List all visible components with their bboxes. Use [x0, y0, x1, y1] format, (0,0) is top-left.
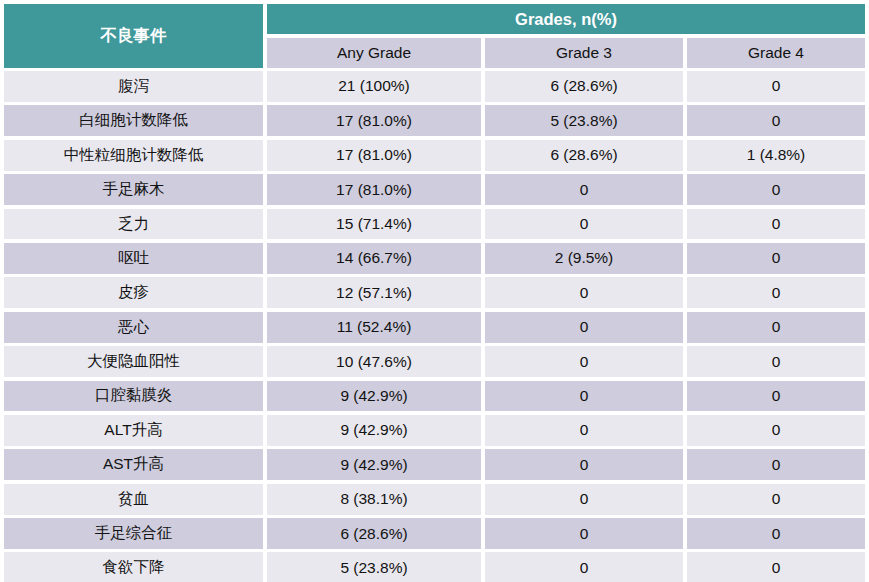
cell-any-grade: 10 (47.6%) [267, 346, 481, 377]
cell-any-grade: 6 (28.6%) [267, 518, 481, 549]
cell-grade4: 0 [687, 209, 865, 240]
cell-grade4: 0 [687, 449, 865, 480]
cell-event: 手足综合征 [4, 518, 263, 549]
cell-grade3: 0 [485, 552, 683, 582]
cell-grade3: 0 [485, 518, 683, 549]
cell-any-grade: 21 (100%) [267, 71, 481, 102]
cell-grade3: 0 [485, 381, 683, 412]
cell-grade4: 0 [687, 71, 865, 102]
cell-any-grade: 9 (42.9%) [267, 415, 481, 446]
cell-any-grade: 17 (81.0%) [267, 174, 481, 205]
cell-event: 白细胞计数降低 [4, 105, 263, 136]
cell-any-grade: 17 (81.0%) [267, 140, 481, 171]
cell-grade3: 0 [485, 174, 683, 205]
cell-grade4: 0 [687, 277, 865, 308]
cell-grade3: 0 [485, 346, 683, 377]
column-header-grades-group: Grades, n(%) [267, 4, 865, 34]
cell-any-grade: 17 (81.0%) [267, 105, 481, 136]
cell-grade4: 0 [687, 174, 865, 205]
cell-grade4: 0 [687, 243, 865, 274]
cell-event: 贫血 [4, 484, 263, 515]
cell-grade4: 0 [687, 415, 865, 446]
column-header-grade3: Grade 3 [485, 38, 683, 68]
cell-event: 腹泻 [4, 71, 263, 102]
cell-any-grade: 11 (52.4%) [267, 312, 481, 343]
cell-grade3: 6 (28.6%) [485, 71, 683, 102]
cell-event: 皮疹 [4, 277, 263, 308]
cell-grade3: 0 [485, 449, 683, 480]
cell-grade4: 0 [687, 381, 865, 412]
cell-any-grade: 8 (38.1%) [267, 484, 481, 515]
cell-any-grade: 9 (42.9%) [267, 449, 481, 480]
cell-grade4: 0 [687, 484, 865, 515]
cell-event: ALT升高 [4, 415, 263, 446]
cell-grade4: 0 [687, 518, 865, 549]
cell-event: 中性粒细胞计数降低 [4, 140, 263, 171]
cell-grade4: 0 [687, 312, 865, 343]
cell-any-grade: 15 (71.4%) [267, 209, 481, 240]
cell-grade3: 0 [485, 415, 683, 446]
column-header-any-grade: Any Grade [267, 38, 481, 68]
cell-event: 乏力 [4, 209, 263, 240]
column-header-adverse-event: 不良事件 [4, 4, 263, 68]
cell-grade3: 0 [485, 312, 683, 343]
column-header-grade4: Grade 4 [687, 38, 865, 68]
cell-grade3: 5 (23.8%) [485, 105, 683, 136]
cell-event: 手足麻木 [4, 174, 263, 205]
cell-grade3: 0 [485, 277, 683, 308]
cell-any-grade: 5 (23.8%) [267, 552, 481, 582]
cell-grade4: 0 [687, 552, 865, 582]
cell-grade4: 1 (4.8%) [687, 140, 865, 171]
cell-event: 大便隐血阳性 [4, 346, 263, 377]
adverse-events-table: 不良事件 Grades, n(%) Any Grade Grade 3 Grad… [4, 4, 865, 582]
slide-background: 不良事件 Grades, n(%) Any Grade Grade 3 Grad… [0, 0, 869, 582]
cell-event: 口腔黏膜炎 [4, 381, 263, 412]
cell-event: AST升高 [4, 449, 263, 480]
cell-grade4: 0 [687, 105, 865, 136]
cell-event: 恶心 [4, 312, 263, 343]
cell-grade3: 0 [485, 209, 683, 240]
cell-grade4: 0 [687, 346, 865, 377]
cell-event: 食欲下降 [4, 552, 263, 582]
cell-any-grade: 12 (57.1%) [267, 277, 481, 308]
cell-grade3: 2 (9.5%) [485, 243, 683, 274]
cell-grade3: 0 [485, 484, 683, 515]
cell-any-grade: 14 (66.7%) [267, 243, 481, 274]
cell-event: 呕吐 [4, 243, 263, 274]
cell-any-grade: 9 (42.9%) [267, 381, 481, 412]
cell-grade3: 6 (28.6%) [485, 140, 683, 171]
